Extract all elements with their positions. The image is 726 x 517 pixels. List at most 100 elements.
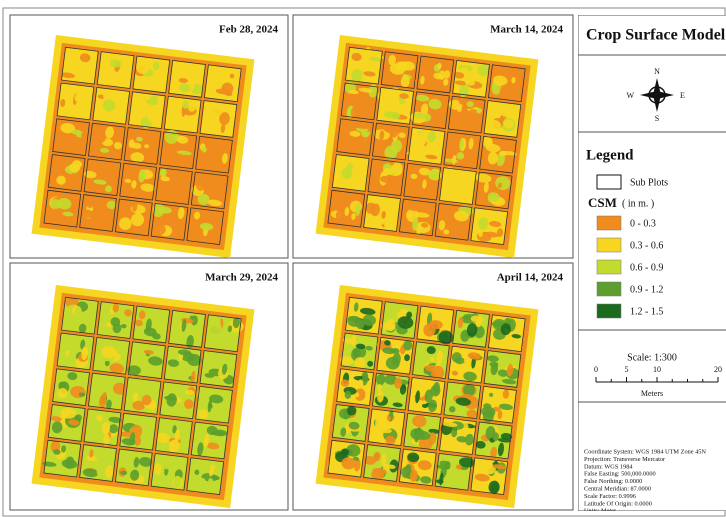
- sub-plot: [203, 64, 242, 103]
- sub-plot: [474, 171, 513, 210]
- plot-fill: [336, 368, 374, 406]
- sub-plot: [83, 408, 122, 447]
- plot-patch: [174, 183, 184, 197]
- plot-patch: [106, 200, 117, 210]
- plot-patch: [377, 90, 391, 102]
- legend-label: 0.6 - 0.9: [630, 262, 663, 273]
- plot-patch: [497, 410, 503, 420]
- plot-patch: [105, 185, 112, 193]
- plot-patch: [414, 212, 430, 218]
- compass-needle: [640, 91, 674, 99]
- plot-patch: [392, 352, 401, 367]
- plot-patch: [444, 461, 451, 470]
- plot-patch: [346, 405, 357, 416]
- plot-patch: [392, 402, 403, 408]
- compass-e: E: [680, 91, 685, 100]
- sub-plot: [123, 127, 162, 165]
- plot-patch: [139, 457, 153, 467]
- plot-patch: [174, 429, 180, 443]
- plot-patch: [442, 167, 456, 181]
- plot-patch: [57, 197, 72, 210]
- plot-patch: [132, 392, 139, 403]
- plot-patch: [463, 384, 476, 397]
- field: [31, 285, 255, 508]
- plot-patch: [167, 141, 180, 155]
- plot-patch: [485, 143, 501, 153]
- plot-patch: [337, 136, 347, 149]
- plot-patch: [405, 464, 412, 471]
- plot-fill: [48, 154, 86, 192]
- plot-patch: [176, 135, 189, 144]
- sub-plot: [52, 118, 90, 157]
- plot-patch: [103, 433, 110, 447]
- plot-patch: [498, 403, 513, 410]
- map-panel: Feb 28, 2024: [9, 14, 289, 259]
- plot-patch: [424, 389, 433, 403]
- plot-patch: [499, 116, 505, 122]
- plot-patch: [415, 390, 420, 404]
- plot-patch: [488, 480, 500, 494]
- plot-patch: [190, 370, 196, 385]
- plot-patch: [208, 403, 213, 409]
- plot-patch: [487, 151, 498, 165]
- plot-patch: [101, 421, 111, 435]
- plot-patch: [99, 147, 110, 153]
- plot-patch: [375, 415, 380, 429]
- plot-patch: [129, 432, 136, 446]
- plot-patch: [98, 394, 107, 409]
- plot-patch: [96, 414, 103, 422]
- sub-plot: [190, 171, 229, 210]
- plot-patch: [478, 217, 489, 230]
- plot-patch: [68, 136, 85, 144]
- plot-patch: [406, 151, 423, 157]
- plot-patch: [372, 467, 387, 475]
- plot-patch: [105, 464, 114, 479]
- sub-plot: [43, 439, 82, 478]
- plot-patch: [108, 416, 122, 423]
- plot-patch: [138, 310, 146, 320]
- sub-plot: [199, 100, 238, 138]
- legend-swatch: [596, 303, 622, 319]
- plot-patch: [398, 132, 406, 139]
- legend-swatch: [596, 259, 622, 275]
- sub-plot: [412, 341, 450, 380]
- plot-patch: [429, 357, 435, 362]
- sub-plot: [132, 305, 171, 344]
- sub-plot: [190, 421, 229, 460]
- plot-patch: [406, 203, 422, 211]
- plot-patch: [177, 207, 185, 220]
- plot-patch: [210, 323, 223, 336]
- scale-title: Scale: 1:300: [627, 352, 677, 363]
- plot-patch: [386, 318, 396, 332]
- field: [315, 35, 539, 258]
- plot-patch: [341, 457, 356, 470]
- plot-patch: [135, 319, 143, 327]
- plot-patch: [447, 443, 464, 454]
- sub-plot: [150, 452, 189, 491]
- sub-plot: [340, 332, 379, 371]
- plot-patch: [69, 172, 77, 185]
- plot-patch: [207, 477, 214, 489]
- plot-patch: [106, 322, 112, 328]
- map-panel: March 14, 2024: [292, 14, 574, 259]
- plot-patch: [364, 46, 372, 61]
- plot-patch: [144, 144, 150, 149]
- sub-plot: [398, 198, 437, 237]
- plot-patch: [475, 440, 486, 449]
- plot-patch: [338, 155, 349, 169]
- plot-patch: [179, 83, 191, 93]
- plot-patch: [456, 152, 465, 160]
- plot-patch: [78, 323, 87, 333]
- plot-fill: [88, 373, 126, 410]
- sub-plot: [340, 82, 379, 121]
- plot-patch: [197, 442, 204, 456]
- plot-patch: [459, 138, 464, 151]
- plot-patch: [410, 173, 418, 179]
- plot-patch: [93, 179, 107, 185]
- plot-patch: [428, 169, 440, 181]
- plot-patch: [112, 303, 120, 313]
- plot-patch: [227, 325, 233, 333]
- plot-patch: [415, 94, 430, 102]
- plot-patch: [496, 152, 505, 167]
- plot-patch: [355, 343, 366, 350]
